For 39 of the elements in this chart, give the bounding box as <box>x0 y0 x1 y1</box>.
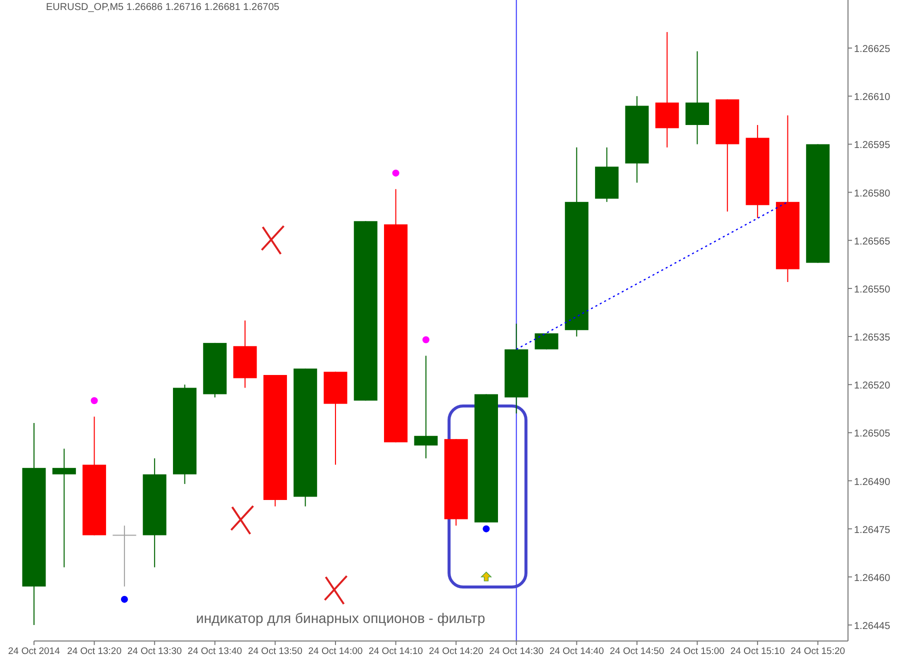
point <box>120 596 128 603</box>
candlestick <box>414 355 438 459</box>
candlestick <box>52 448 76 568</box>
y-tick-label: 1.26580 <box>854 188 891 200</box>
x-tick-label: 24 Oct 14:30 <box>489 646 544 656</box>
point <box>90 397 98 404</box>
x-tick-label: 24 Oct 13:30 <box>127 646 182 656</box>
x-tick-label: 24 Oct 13:40 <box>188 646 242 656</box>
candlestick <box>534 332 558 350</box>
x-tick-label: 24 Oct 14:00 <box>308 646 363 656</box>
x-tick-label: 24 Oct 2014 <box>8 646 60 656</box>
y-tick-label: 1.26490 <box>854 476 891 488</box>
x-tick-label: 24 Oct 14:40 <box>549 646 604 656</box>
point <box>482 525 490 532</box>
x-tick-label: 24 Oct 14:10 <box>368 646 423 656</box>
x-tick-label: 24 Oct 15:00 <box>670 646 724 656</box>
annotation: индикатор для бинарных опционов - фильтр <box>196 610 486 626</box>
x-tick-label: 24 Oct 14:20 <box>428 646 484 656</box>
y-tick-label: 1.26475 <box>854 524 891 536</box>
y-tick-label: 1.26565 <box>854 236 891 248</box>
y-tick-label: 1.26595 <box>854 140 891 152</box>
x-tick-label: 24 Oct 15:20 <box>790 646 846 656</box>
x-tick-label: 24 Oct 15:10 <box>730 646 785 656</box>
y-tick-label: 1.26445 <box>854 620 891 632</box>
point <box>392 170 400 177</box>
point <box>422 336 430 344</box>
y-tick-label: 1.26505 <box>854 428 891 440</box>
candlestick <box>686 50 710 145</box>
y-tick-label: 1.26460 <box>854 572 891 584</box>
x-tick-label: 24 Oct 13:50 <box>248 646 302 656</box>
x-tick-label: 24 Oct 13:20 <box>67 646 122 656</box>
x-tick-label: 24 Oct 14:50 <box>610 646 664 656</box>
candlestick <box>112 525 137 588</box>
y-tick-label: 1.26535 <box>854 332 891 344</box>
y-tick-label: 1.26520 <box>854 380 891 392</box>
y-tick-label: 1.26610 <box>854 92 891 104</box>
y-tick-label: 1.26625 <box>854 44 891 56</box>
chart-title: EURUSD_OP,M5 1.26686 1.26716 1.26681 1.26705 <box>46 2 280 13</box>
y-tick-label: 1.26550 <box>854 284 891 296</box>
